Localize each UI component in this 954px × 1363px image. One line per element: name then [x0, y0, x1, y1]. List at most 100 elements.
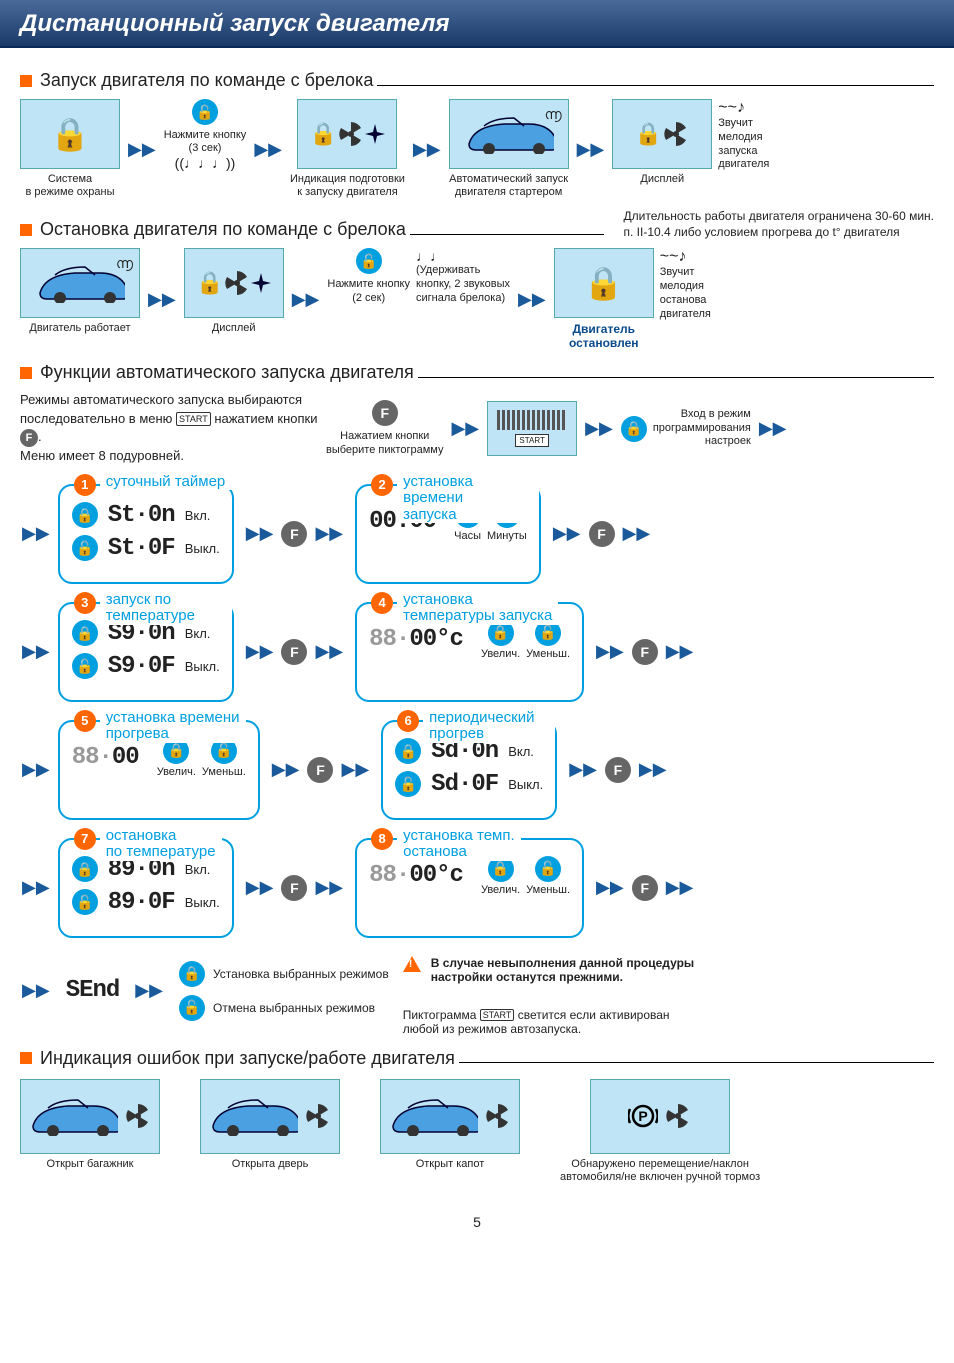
select-hint: Нажатием кнопки выберите пиктограмму	[326, 430, 443, 456]
melody-tilde2: ~~♪	[660, 248, 687, 266]
start-chip-icon: START	[480, 1009, 515, 1021]
arrow-icon: ▶▶	[315, 523, 343, 544]
arrow-icon: ▶▶	[666, 641, 694, 662]
f-button: F	[307, 757, 333, 783]
f-button-inline: F	[20, 429, 38, 447]
page-number: 5	[20, 1214, 934, 1230]
lcd-bars-icon	[497, 410, 567, 430]
exhaust-icon: ൬	[545, 106, 562, 123]
tile-display: 🔒	[612, 99, 712, 169]
content: Запуск двигателя по команде с брелока 🔒 …	[0, 48, 954, 1260]
notes-icon: ♩♩	[416, 248, 444, 264]
menu-pair-row: ▶▶7остановка по температуре🔒89·0nВкл.🔓89…	[20, 838, 934, 938]
off-label: Выкл.	[185, 895, 220, 910]
lcd-off: St·0F	[108, 535, 175, 562]
menu-box-7: 7остановка по температуре🔒89·0nВкл.🔓89·0…	[58, 838, 234, 938]
warning-text: В случае невыполнения данной процедуры н…	[431, 956, 694, 984]
menu-title: установка темп. останова	[397, 828, 521, 861]
on-label: Вкл.	[508, 744, 534, 759]
parking-brake-icon	[628, 1101, 658, 1131]
tile-engine-running: ൬	[20, 248, 140, 318]
arrow-icon: ▶▶	[128, 139, 156, 160]
f-button: F	[632, 639, 658, 665]
menu-box-5: 5установка времени прогрева88·00🔒Увелич.…	[58, 720, 260, 820]
lock-button-icon: 🔒	[72, 856, 98, 882]
cap-running: Двигатель работает	[29, 322, 130, 335]
f-button: F	[632, 875, 658, 901]
bullet-icon	[20, 367, 32, 379]
arrow-icon: ▶▶	[759, 418, 787, 439]
menu-pair-row: ▶▶3запуск по температуре🔒S9·0nВкл.🔓S9·0F…	[20, 602, 934, 702]
lcd-tile: START	[487, 401, 577, 456]
inc-label: Увелич.	[481, 648, 520, 660]
set-modes-label: Установка выбранных режимов	[213, 967, 389, 981]
cap-press3s: Нажмите кнопку (3 сек)	[164, 129, 247, 155]
arrow-icon: ▶▶	[254, 139, 282, 160]
start-chip-icon: START	[515, 434, 548, 447]
on-label: Вкл.	[185, 862, 211, 877]
err-hood-label: Открыт капот	[416, 1158, 485, 1171]
dec-label: Уменьш.	[526, 884, 570, 896]
off-label: Выкл.	[185, 541, 220, 556]
lock-button-icon: 🔒	[621, 416, 647, 442]
arrow-icon: ▶▶	[596, 641, 624, 662]
arrow-icon: ▶▶	[135, 980, 163, 1001]
tile-stopped: 🔒	[554, 248, 654, 318]
lcd-on: St·0n	[108, 502, 175, 529]
send-digits: SEnd	[66, 977, 120, 1004]
menu-number: 2	[371, 474, 393, 496]
cap-armed: Система в режиме охраны	[26, 173, 115, 199]
arrow-icon: ▶▶	[246, 523, 274, 544]
send-row: ▶▶ SEnd ▶▶ 🔒 Установка выбранных режимов…	[20, 946, 934, 1036]
err-trunk-label: Открыт багажник	[47, 1158, 134, 1171]
unlock-button-icon: 🔓	[535, 856, 561, 882]
tile-armed: 🔒	[20, 99, 120, 169]
err-tile-hood	[380, 1079, 520, 1154]
bullet-icon	[20, 224, 32, 236]
err-tile-door	[200, 1079, 340, 1154]
menu-box-6: 6периодический прогрев🔒Sd·0nВкл.🔓Sd·0FВы…	[381, 720, 557, 820]
unlock-button-icon: 🔓	[192, 99, 218, 125]
f-button: F	[605, 757, 631, 783]
arrow-icon: ▶▶	[413, 139, 441, 160]
arrow-icon: ▶▶	[639, 759, 667, 780]
unlock-button-icon: 🔓	[72, 653, 98, 679]
car-icon	[464, 114, 554, 154]
start-chip-icon: START	[176, 412, 211, 427]
lcd-off: Sd·0F	[431, 771, 498, 798]
menu-title: суточный таймер	[100, 474, 232, 491]
f-button: F	[372, 400, 398, 426]
menu-number: 5	[74, 710, 96, 732]
melody-start-text: Звучит мелодия запуска двигателя	[718, 117, 769, 172]
fan-icon	[662, 120, 690, 148]
exhaust-icon: ൬	[116, 255, 133, 272]
lock-closed-icon: 🔒	[310, 121, 337, 147]
dec-label: Уменьш.	[526, 648, 570, 660]
lock-closed-icon: 🔒	[50, 115, 90, 153]
menu-number: 7	[74, 828, 96, 850]
lock-closed-icon: 🔒	[635, 121, 662, 147]
func-intro-row: Режимы автоматического запуска выбираютс…	[20, 391, 934, 465]
page-title: Дистанционный запуск двигателя	[0, 0, 954, 48]
melody-stop-text: Звучит мелодия останова двигателя	[660, 266, 711, 321]
err-door-label: Открыта дверь	[232, 1158, 309, 1171]
arrow-icon: ▶▶	[148, 289, 176, 310]
arrow-icon: ▶▶	[272, 759, 300, 780]
arrow-icon: ▶▶	[22, 980, 50, 1001]
fan-icon	[337, 120, 365, 148]
menu-pair-row: ▶▶ 5установка времени прогрева88·00🔒Увели…	[20, 720, 934, 820]
menu-box-4: 4установка температуры запуска88·00°c🔒Ув…	[355, 602, 584, 702]
arrow-icon: ▶▶	[553, 523, 581, 544]
unlock-button-icon: 🔓	[72, 889, 98, 915]
unlock-button-icon: 🔓	[179, 995, 205, 1021]
section2-head: Остановка двигателя по команде с брелока	[20, 219, 604, 240]
menu-number: 1	[74, 474, 96, 496]
section4-head: Индикация ошибок при запуске/работе двиг…	[20, 1048, 934, 1069]
f-button: F	[281, 875, 307, 901]
f-button: F	[281, 521, 307, 547]
lock-button-icon: 🔒	[179, 961, 205, 987]
arrow-icon: ▶▶	[315, 877, 343, 898]
beep-icon: ((♩♩♩))	[175, 155, 236, 171]
lcd-off: S9·0F	[108, 653, 175, 680]
arrow-icon: ▶▶	[585, 418, 613, 439]
